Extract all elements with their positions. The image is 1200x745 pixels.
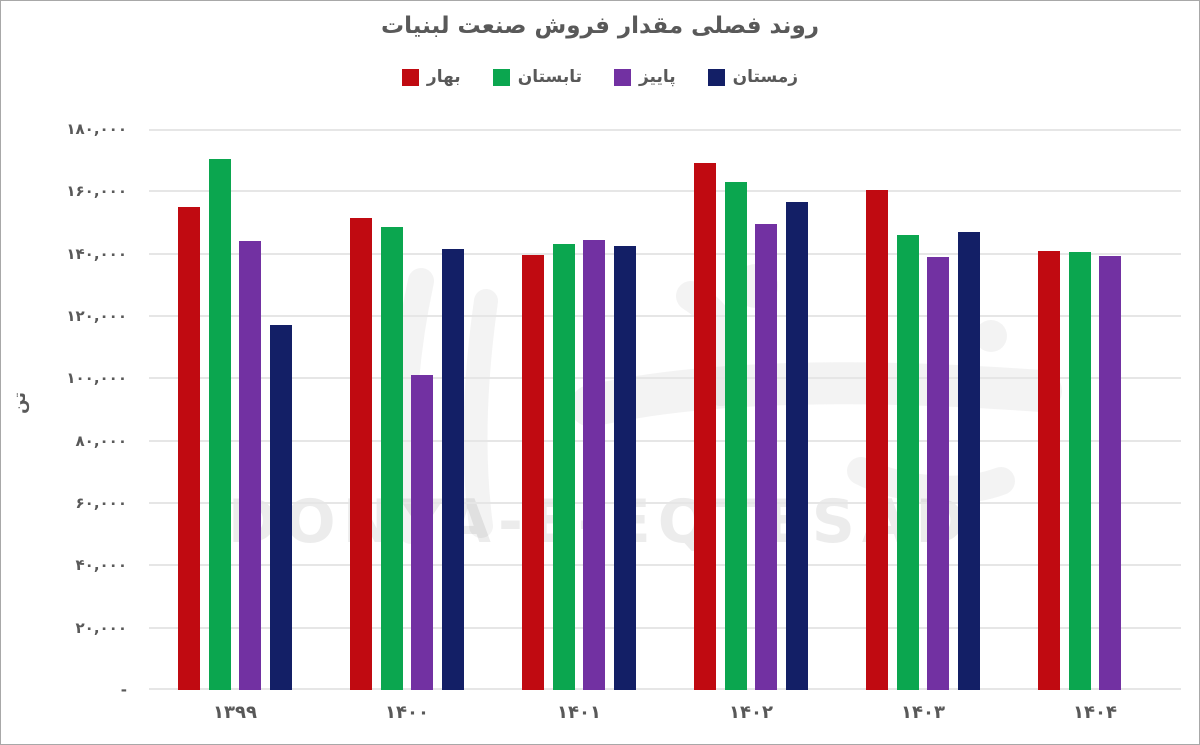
x-tick-label-1402: ۱۴۰۲ (729, 702, 773, 723)
bar-winter-1401 (613, 246, 636, 690)
y-tick-label: ۸۰,۰۰۰ (75, 431, 127, 450)
gridline (149, 439, 1181, 442)
bar-summer-1400 (380, 227, 403, 690)
y-tick-label: ۱۰۰,۰۰۰ (66, 369, 127, 388)
chart-legend: بهار تابستان پاییز زمستان (1, 67, 1199, 87)
bar-winter-1402 (785, 202, 808, 690)
y-tick-label: ۶۰,۰۰۰ (75, 494, 127, 512)
gridline (149, 626, 1181, 629)
legend-swatch-spring (401, 68, 419, 86)
bar-summer-1404 (1068, 252, 1091, 690)
gridline (149, 129, 1181, 131)
legend-swatch-winter (707, 68, 725, 86)
bar-autumn-1402 (755, 224, 778, 690)
bar-spring-1399 (178, 207, 201, 690)
y-tick-label: ۲۰,۰۰۰ (75, 618, 127, 637)
bar-spring-1403 (866, 190, 889, 690)
bar-autumn-1400 (411, 375, 434, 690)
gridline (149, 564, 1181, 567)
y-tick-label: - (120, 681, 127, 699)
legend-swatch-autumn (613, 68, 631, 86)
bar-autumn-1404 (1099, 256, 1122, 690)
bar-winter-1403 (957, 232, 980, 690)
y-axis-title: تن (9, 392, 30, 414)
bar-summer-1399 (208, 159, 231, 690)
bar-spring-1401 (522, 255, 545, 690)
legend-item-winter: زمستان (707, 67, 799, 87)
gridline (149, 502, 1181, 504)
bar-spring-1404 (1038, 251, 1061, 690)
gridline (149, 377, 1181, 380)
bar-summer-1401 (552, 244, 575, 690)
x-tick-label-1399: ۱۳۹۹ (213, 702, 257, 723)
legend-swatch-summer (492, 68, 510, 86)
y-tick-label: ۴۰,۰۰۰ (75, 556, 127, 575)
x-tick-label-1400: ۱۴۰۰ (385, 702, 429, 723)
legend-label-winter: زمستان (732, 67, 799, 87)
gridline (149, 688, 1181, 690)
bar-winter-1399 (269, 325, 292, 690)
legend-item-autumn: پاییز (613, 67, 676, 87)
gridline (149, 190, 1181, 193)
legend-item-spring: بهار (401, 67, 461, 87)
bar-autumn-1399 (239, 241, 262, 690)
plot-area (149, 129, 1181, 690)
bar-spring-1400 (350, 218, 373, 690)
y-tick-label: ۱۲۰,۰۰۰ (66, 307, 127, 325)
bar-autumn-1401 (583, 240, 606, 690)
y-tick-label: ۱۸۰,۰۰۰ (66, 120, 127, 138)
bar-summer-1403 (896, 235, 919, 690)
legend-label-summer: تابستان (517, 67, 582, 87)
y-tick-label: ۱۶۰,۰۰۰ (66, 182, 127, 201)
x-tick-label-1404: ۱۴۰۴ (1073, 702, 1117, 723)
bar-autumn-1403 (927, 257, 950, 690)
bar-winter-1400 (441, 249, 464, 690)
gridline (149, 252, 1181, 255)
x-tick-label-1403: ۱۴۰۳ (901, 702, 945, 723)
y-tick-label: ۱۴۰,۰۰۰ (66, 244, 127, 263)
legend-label-autumn: پاییز (638, 67, 676, 87)
legend-label-spring: بهار (426, 67, 461, 87)
bar-summer-1402 (724, 182, 747, 690)
gridline (149, 315, 1181, 317)
legend-item-summer: تابستان (492, 67, 582, 87)
chart-title: روند فصلی مقدار فروش صنعت لبنیات (381, 13, 819, 39)
bar-spring-1402 (694, 163, 717, 690)
x-tick-label-1401: ۱۴۰۱ (557, 702, 601, 723)
